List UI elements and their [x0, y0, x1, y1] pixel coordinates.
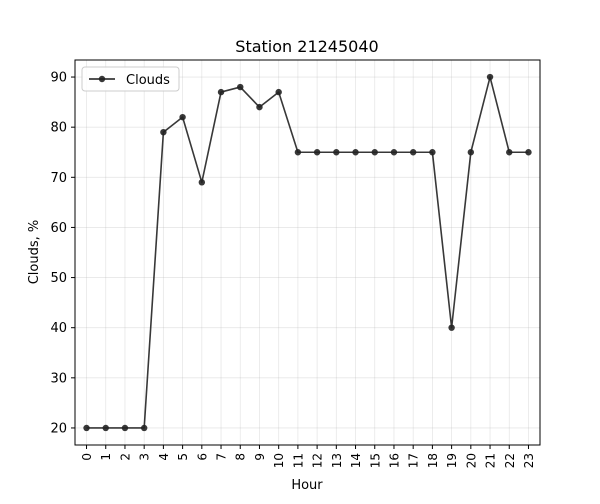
- data-point: [467, 149, 475, 156]
- data-point: [160, 128, 167, 136]
- data-point: [256, 103, 263, 111]
- x-tick-label: 4: [157, 453, 171, 461]
- series-line-clouds: [86, 76, 529, 429]
- data-point: [83, 424, 90, 432]
- x-tick-label: 17: [407, 453, 421, 468]
- x-tick-label: 9: [253, 453, 267, 461]
- legend: Clouds: [81, 66, 180, 92]
- x-tick-label: 1: [99, 453, 113, 461]
- plot-area-frame: [74, 59, 541, 446]
- y-axis-label: Clouds, %: [27, 220, 42, 285]
- chart-title: Station 21245040: [235, 37, 378, 56]
- x-tick-label: 18: [426, 453, 440, 468]
- data-point: [506, 149, 513, 156]
- data-point: [140, 424, 148, 432]
- data-point: [333, 149, 340, 156]
- data-point: [102, 424, 109, 432]
- data-point: [409, 149, 417, 156]
- data-point: [294, 149, 302, 156]
- data-point: [217, 88, 225, 96]
- x-tick-label: 15: [368, 453, 382, 468]
- data-point: [525, 149, 532, 156]
- data-point: [448, 324, 455, 331]
- y-tick-label: 90: [50, 71, 67, 86]
- data-point: [371, 149, 378, 156]
- data-point: [313, 149, 321, 156]
- data-point: [429, 149, 436, 156]
- x-tick-label: 19: [445, 453, 459, 468]
- x-axis-label: Hour: [291, 478, 323, 493]
- series-layer: [83, 73, 532, 432]
- y-tick-label: 40: [50, 321, 67, 336]
- y-tick-label: 30: [50, 371, 67, 386]
- x-tick-label: 11: [291, 453, 305, 468]
- x-tick-label: 23: [522, 453, 536, 468]
- x-tick-label: 3: [138, 453, 152, 461]
- x-tick-label: 5: [176, 453, 190, 461]
- y-tick-label: 60: [50, 221, 67, 236]
- x-tick-label: 13: [330, 453, 344, 468]
- x-tick-label: 8: [234, 453, 248, 461]
- x-tick-label: 0: [80, 453, 94, 461]
- x-tick-label: 12: [311, 453, 325, 468]
- x-tick-label: 10: [272, 453, 286, 468]
- grid: [75, 60, 540, 445]
- data-point: [486, 73, 494, 81]
- x-tick-label: 7: [215, 453, 229, 461]
- legend-marker-swatch: [98, 75, 106, 83]
- y-axis-ticks: 20 30 40 50 60 70 80 90: [50, 71, 75, 436]
- y-tick-label: 50: [50, 271, 67, 286]
- x-tick-label: 6: [195, 453, 209, 461]
- data-point: [237, 83, 244, 91]
- data-point: [390, 149, 398, 156]
- data-point: [352, 149, 359, 156]
- legend-label: Clouds: [126, 73, 170, 88]
- legend-box: [81, 66, 180, 92]
- x-tick-label: 21: [484, 453, 498, 468]
- y-tick-label: 80: [50, 121, 67, 136]
- y-tick-label: 70: [50, 171, 67, 186]
- x-tick-label: 14: [349, 453, 363, 468]
- x-axis-ticks: 0 1 2 3 4 5 6 7 8 9 10 11 12 13 14 15 16 17 18 19 20 21 22 23: [80, 445, 536, 468]
- x-tick-label: 20: [464, 453, 478, 468]
- x-tick-label: 2: [118, 453, 132, 461]
- data-point: [275, 88, 282, 96]
- data-point: [198, 179, 206, 186]
- data-point: [121, 424, 129, 432]
- x-tick-label: 16: [387, 453, 401, 468]
- x-tick-label: 22: [503, 453, 517, 468]
- y-tick-label: 20: [50, 421, 67, 436]
- data-point: [179, 113, 186, 121]
